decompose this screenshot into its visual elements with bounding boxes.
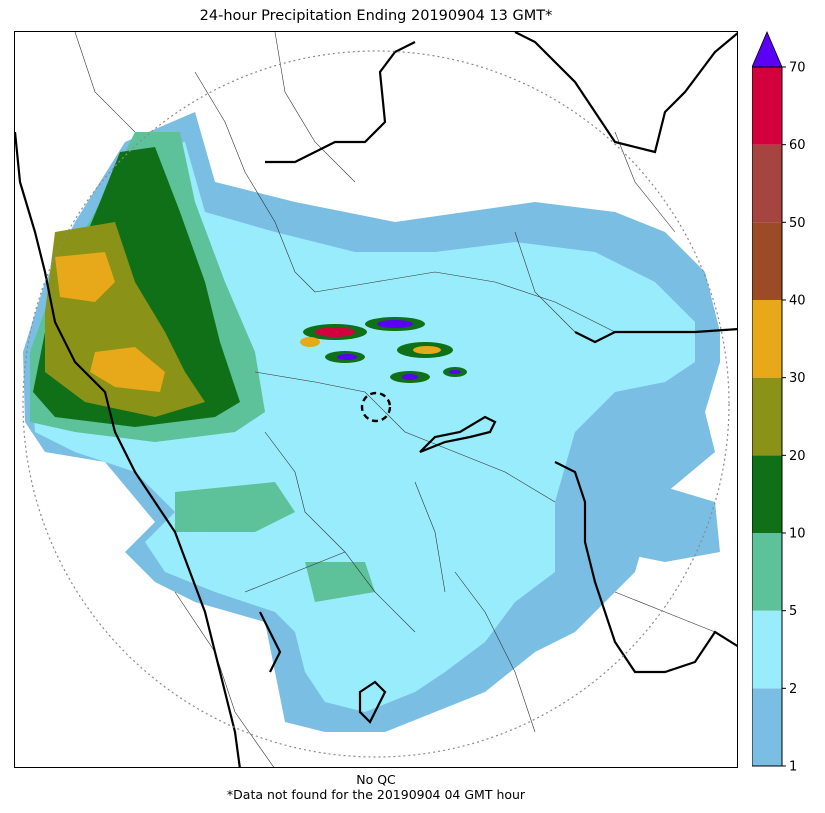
- precip-5mm-south: [175, 482, 295, 532]
- minor-borders: [74, 32, 716, 767]
- precip-5mm-center: [305, 562, 375, 602]
- colorbar-tick-label: 50: [789, 216, 806, 231]
- colorbar-ticks: 1 2 5 10 20 30 40 50 60 70: [782, 61, 806, 775]
- precip-1mm-east: [615, 472, 720, 562]
- precip-layer: [23, 112, 720, 732]
- colorbar-bin: [752, 610, 782, 689]
- colorbar-bin: [752, 222, 782, 300]
- radar-map: [14, 31, 738, 768]
- colorbar-frame: [752, 66, 783, 767]
- colorbar-tick-label: 2: [789, 682, 797, 697]
- colorbar-bin: [752, 455, 782, 533]
- colorbar-bin: [752, 144, 782, 223]
- colorbar-tick-label: 40: [789, 294, 806, 309]
- colorbar-bin: [752, 300, 782, 378]
- precip-30mm-north: [55, 252, 115, 302]
- colorbar-bin: [752, 377, 782, 456]
- colorbar: 1 2 5 10 20 30 40 50 60 70: [752, 30, 806, 775]
- missing-data-note: *Data not found for the 20190904 04 GMT …: [226, 787, 526, 802]
- colorbar-tick-label: 10: [789, 527, 806, 542]
- colorbar-bin: [752, 533, 782, 611]
- radar-site-marker: [360, 391, 392, 423]
- colorbar-bin: [752, 688, 782, 766]
- map-canvas: [15, 32, 737, 767]
- colorbar-extend-arrow: [752, 30, 783, 68]
- colorbar-tick-label: 30: [789, 371, 806, 386]
- qc-note: No QC: [356, 772, 396, 787]
- colorbar-tick-label: 60: [789, 138, 806, 153]
- colorbar-tick-label: 5: [789, 604, 797, 619]
- major-borders: [15, 32, 737, 767]
- precip-30mm-south: [90, 347, 165, 392]
- colorbar-bins: [752, 67, 782, 766]
- colorbar-tick-label: 70: [789, 61, 806, 76]
- colorbar-tick-label: 1: [789, 760, 797, 775]
- map-title: 24-hour Precipitation Ending 20190904 13…: [199, 8, 553, 24]
- colorbar-tick-label: 20: [789, 449, 806, 464]
- colorbar-bin: [752, 67, 782, 145]
- convective-cells: [300, 317, 467, 383]
- range-ring: [22, 50, 730, 758]
